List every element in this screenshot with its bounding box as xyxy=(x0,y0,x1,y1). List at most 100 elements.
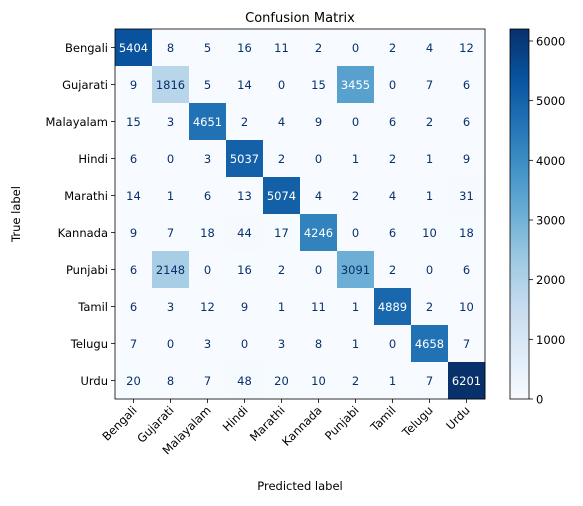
heatmap-cell xyxy=(263,177,301,215)
heatmap-cells xyxy=(115,29,486,400)
cell-value-label: 1 xyxy=(167,189,174,203)
cell-value-label: 7 xyxy=(204,374,211,388)
heatmap-cell xyxy=(337,288,375,326)
cell-value-label: 7 xyxy=(167,226,174,240)
heatmap-cell xyxy=(115,214,153,252)
cell-value-label: 6 xyxy=(130,263,137,277)
cell-value-label: 1 xyxy=(426,152,433,166)
cell-value-label: 20 xyxy=(126,374,141,388)
cell-value-label: 0 xyxy=(167,152,174,166)
cell-value-label: 0 xyxy=(204,263,211,277)
cell-value-label: 8 xyxy=(167,374,174,388)
cell-value-label: 0 xyxy=(315,152,322,166)
cell-value-label: 16 xyxy=(237,263,252,277)
heatmap-cell xyxy=(189,362,227,400)
heatmap-cell xyxy=(448,140,486,178)
cell-value-label: 2 xyxy=(241,115,248,129)
heatmap-cell xyxy=(448,177,486,215)
heatmap-cell xyxy=(411,177,449,215)
heatmap-cell xyxy=(152,66,190,104)
cell-value-label: 6 xyxy=(389,115,396,129)
heatmap-cell xyxy=(374,251,412,289)
heatmap-cell xyxy=(263,325,301,363)
heatmap-cell xyxy=(226,251,264,289)
cell-value-label: 9 xyxy=(315,115,322,129)
heatmap-cell xyxy=(337,325,375,363)
heatmap-cell xyxy=(411,325,449,363)
cell-value-label: 4651 xyxy=(193,115,222,129)
heatmap-cell xyxy=(263,66,301,104)
x-tick-label: Kannada xyxy=(279,403,325,449)
colorbar-ticks: 0 1000 2000 3000 4000 5000 6000 xyxy=(529,34,565,407)
y-tick-label: Malayalam xyxy=(45,115,108,129)
cell-value-label: 1 xyxy=(352,337,359,351)
heatmap-cell xyxy=(115,325,153,363)
x-axis-label: Predicted label xyxy=(257,479,342,493)
heatmap-cell xyxy=(337,177,375,215)
cell-value-label: 0 xyxy=(241,337,248,351)
cell-value-label: 4 xyxy=(315,189,322,203)
cell-value-label: 0 xyxy=(352,115,359,129)
cell-value-label: 7 xyxy=(463,337,470,351)
cell-value-label: 3455 xyxy=(341,78,370,92)
heatmap-cell xyxy=(448,251,486,289)
heatmap-cell xyxy=(374,362,412,400)
heatmap-cell xyxy=(152,103,190,141)
heatmap-cell xyxy=(152,29,190,67)
cell-value-label: 18 xyxy=(200,226,215,240)
heatmap-cell xyxy=(300,325,338,363)
x-tick-label: Urdu xyxy=(443,403,472,432)
heatmap-cell xyxy=(226,214,264,252)
cell-value-label: 2 xyxy=(352,374,359,388)
heatmap-cell xyxy=(374,29,412,67)
heatmap-cell xyxy=(411,362,449,400)
heatmap-cell xyxy=(448,362,486,400)
heatmap-cell xyxy=(448,29,486,67)
heatmap-cell xyxy=(263,251,301,289)
heatmap-cell xyxy=(263,29,301,67)
heatmap-cell xyxy=(300,29,338,67)
heatmap-cell xyxy=(115,29,153,67)
heatmap-cell xyxy=(152,288,190,326)
heatmap-cell xyxy=(263,214,301,252)
cell-value-label: 2 xyxy=(389,41,396,55)
cell-value-label: 20 xyxy=(274,374,289,388)
cell-value-label: 6 xyxy=(389,226,396,240)
x-tick-label: Punjabi xyxy=(322,403,362,443)
heatmap-cell xyxy=(115,251,153,289)
cell-value-label: 5404 xyxy=(119,41,148,55)
heatmap-cell xyxy=(263,362,301,400)
cell-value-label: 2 xyxy=(426,300,433,314)
heatmap-cell xyxy=(152,177,190,215)
heatmap-cell xyxy=(189,214,227,252)
cell-value-label: 16 xyxy=(237,41,252,55)
heatmap-cell xyxy=(374,177,412,215)
cell-value-label: 0 xyxy=(389,337,396,351)
cell-value-label: 0 xyxy=(315,263,322,277)
heatmap-cell xyxy=(152,140,190,178)
cell-value-label: 11 xyxy=(274,41,289,55)
heatmap-cell xyxy=(189,288,227,326)
heatmap-cell xyxy=(189,177,227,215)
heatmap-cell xyxy=(337,362,375,400)
heatmap-cell xyxy=(448,66,486,104)
cell-value-label: 5 xyxy=(204,41,211,55)
cell-value-label: 3 xyxy=(167,115,174,129)
heatmap-cell xyxy=(226,29,264,67)
cell-value-label: 6 xyxy=(130,300,137,314)
cell-value-label: 2 xyxy=(426,115,433,129)
heatmap-frame xyxy=(114,28,486,400)
heatmap-cell xyxy=(337,66,375,104)
cell-value-label: 6 xyxy=(463,263,470,277)
cell-value-label: 3 xyxy=(204,337,211,351)
heatmap-cell xyxy=(226,177,264,215)
y-axis-ticks: Bengali Gujarati Malayalam Hindi Marathi Kann… xyxy=(45,41,115,388)
y-tick-label: Telugu xyxy=(70,337,108,351)
cell-value-label: 8 xyxy=(167,41,174,55)
cell-value-label: 3 xyxy=(204,152,211,166)
cell-value-label: 15 xyxy=(311,78,326,92)
cell-value-label: 1816 xyxy=(156,78,185,92)
